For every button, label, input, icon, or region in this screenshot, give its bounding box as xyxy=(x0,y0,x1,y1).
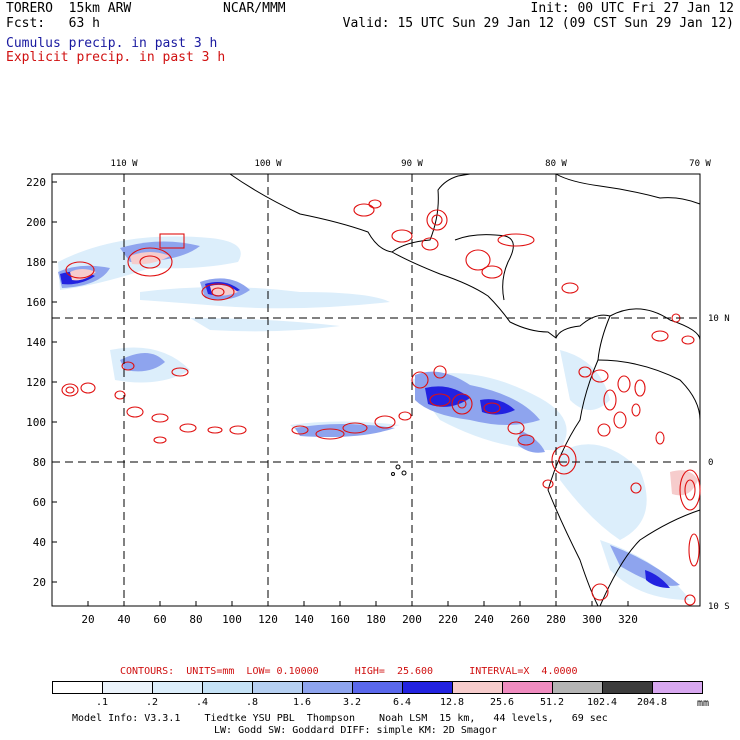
y-tick-label: 160 xyxy=(26,296,46,309)
colorbar-label: 51.2 xyxy=(539,697,565,708)
x-axis-tick-labels: 20 40 60 80 100 120 140 160 180 200 220 240 260 280 30… xyxy=(81,613,638,626)
x-tick-label: 120 xyxy=(258,613,278,626)
coastlines xyxy=(229,173,701,607)
graticule xyxy=(52,174,700,606)
y-tick-label: 40 xyxy=(33,536,46,549)
colorbar-swatch xyxy=(602,681,653,694)
colorbar-label: 3.2 xyxy=(342,697,362,708)
lon-label-70w: 70 W xyxy=(689,159,711,169)
y-tick-label: 140 xyxy=(26,336,46,349)
colorbar-swatch xyxy=(502,681,553,694)
y-tick-label: 60 xyxy=(33,496,46,509)
colorbar-label: .8 xyxy=(245,697,259,708)
colorbar-swatch xyxy=(352,681,403,694)
x-tick-label: 320 xyxy=(618,613,638,626)
colorbar-label: 1.6 xyxy=(292,697,312,708)
legend-explicit: Explicit precip. in past 3 h xyxy=(6,50,226,65)
y-tick-label: 200 xyxy=(26,216,46,229)
x-tick-label: 280 xyxy=(546,613,566,626)
lat-labels: 10 N 0 10 S xyxy=(708,314,730,612)
lon-labels: 110 W 100 W 90 W 80 W 70 W xyxy=(110,159,711,169)
lon-label-100w: 100 W xyxy=(254,159,282,169)
y-tick-label: 20 xyxy=(33,576,46,589)
x-tick-label: 240 xyxy=(474,613,494,626)
y-tick-label: 220 xyxy=(26,176,46,189)
header-init-time: Init: 00 UTC Fri 27 Jan 12 xyxy=(530,1,735,16)
colorbar-swatch xyxy=(452,681,503,694)
x-tick-label: 220 xyxy=(438,613,458,626)
contour-info: CONTOURS: UNITS=mm LOW= 0.10000 HIGH= 25… xyxy=(120,666,578,677)
colorbar-swatch xyxy=(552,681,603,694)
x-tick-label: 60 xyxy=(153,613,166,626)
colorbar-label: .1 xyxy=(95,697,109,708)
colorbar-units: mm xyxy=(697,698,710,709)
x-tick-label: 20 xyxy=(81,613,94,626)
colorbar-label: 12.8 xyxy=(439,697,465,708)
model-info-line1: Model Info: V3.3.1 Tiedtke YSU PBL Thomp… xyxy=(72,713,608,724)
x-tick-label: 100 xyxy=(222,613,242,626)
y-axis-tick-labels: 220 200 180 160 140 120 100 80 60 40 20 xyxy=(26,176,46,589)
colorbar-label: 6.4 xyxy=(392,697,412,708)
lat-label-10n: 10 N xyxy=(708,314,730,324)
header-center: NCAR/MMM xyxy=(223,1,286,16)
colorbar-swatch xyxy=(102,681,153,694)
lon-label-90w: 90 W xyxy=(401,159,423,169)
lon-label-80w: 80 W xyxy=(545,159,567,169)
header-title: TORERO 15km ARW xyxy=(6,1,132,16)
model-info-line2: LW: Godd SW: Goddard DIFF: simple KM: 2D… xyxy=(214,725,497,736)
header-forecast-hour: Fcst: 63 h xyxy=(6,16,100,31)
colorbar-swatch xyxy=(202,681,253,694)
legend-cumulus: Cumulus precip. in past 3 h xyxy=(6,36,218,51)
x-tick-label: 140 xyxy=(294,613,314,626)
x-tick-label: 260 xyxy=(510,613,530,626)
x-tick-label: 80 xyxy=(189,613,202,626)
x-tick-label: 160 xyxy=(330,613,350,626)
colorbar-label: 204.8 xyxy=(636,697,668,708)
y-tick-label: 100 xyxy=(26,416,46,429)
x-tick-label: 40 xyxy=(117,613,130,626)
colorbar-label: .2 xyxy=(145,697,159,708)
x-tick-label: 200 xyxy=(402,613,422,626)
lat-label-0: 0 xyxy=(708,458,713,468)
colorbar-label: .4 xyxy=(195,697,209,708)
y-tick-label: 180 xyxy=(26,256,46,269)
lat-label-10s: 10 S xyxy=(708,602,730,612)
colorbar-label: 25.6 xyxy=(489,697,515,708)
lon-label-110w: 110 W xyxy=(110,159,138,169)
x-tick-label: 180 xyxy=(366,613,386,626)
colorbar-swatch xyxy=(52,681,103,694)
colorbar-swatch xyxy=(252,681,303,694)
colorbar-swatch xyxy=(302,681,353,694)
header-valid-time: Valid: 15 UTC Sun 29 Jan 12 (09 CST Sun … xyxy=(342,16,734,31)
axis-ticks xyxy=(52,181,629,606)
colorbar-swatch xyxy=(152,681,203,694)
y-tick-label: 120 xyxy=(26,376,46,389)
colorbar-swatch xyxy=(402,681,453,694)
colorbar-swatch xyxy=(652,681,703,694)
y-tick-label: 80 xyxy=(33,456,46,469)
colorbar-label: 102.4 xyxy=(586,697,618,708)
explicit-precip-contours xyxy=(61,199,701,606)
x-tick-label: 300 xyxy=(582,613,602,626)
